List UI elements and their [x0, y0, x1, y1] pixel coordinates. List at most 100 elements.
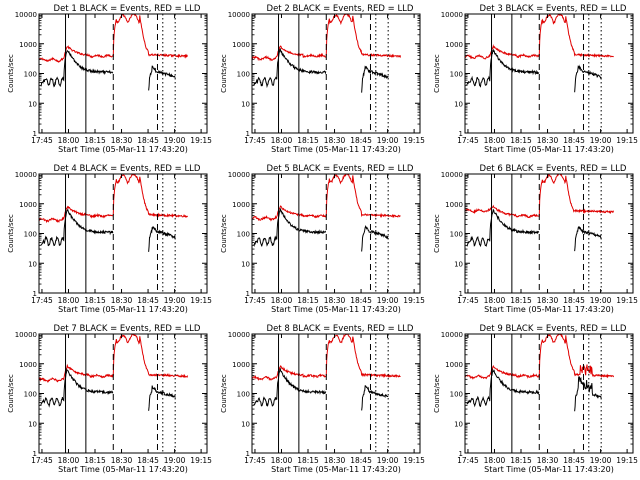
- y-axis-label: Counts/sec: [433, 214, 441, 253]
- y-tick-label: 1: [459, 290, 463, 298]
- x-tick-label: 18:00: [271, 296, 293, 305]
- x-tick-label: 18:45: [563, 456, 585, 465]
- x-tick-label: 19:00: [590, 456, 612, 465]
- y-tick-label: 10: [28, 100, 37, 108]
- chart-panel-2: Det 2 BLACK = Events, RED = LLD 17:45 18:0…: [220, 4, 425, 154]
- x-tick-label: 18:45: [350, 136, 372, 145]
- y-tick-label: 10: [241, 420, 250, 428]
- x-tick-label: 18:30: [324, 296, 346, 305]
- x-tick-label: 18:30: [537, 296, 559, 305]
- y-tick-label: 10: [454, 100, 463, 108]
- y-tick-label: 100: [237, 231, 250, 239]
- y-tick-label: 10: [241, 260, 250, 268]
- y-tick-label: 1: [33, 290, 37, 298]
- y-tick-label: 1000: [445, 361, 463, 369]
- x-tick-label: 18:00: [58, 456, 80, 465]
- x-tick-label: 18:15: [510, 456, 532, 465]
- x-tick-label: 18:15: [297, 456, 319, 465]
- y-tick-label: 1: [459, 130, 463, 138]
- chart-panel-7: Det 7 BLACK = Events, RED = LLD 17:45 18:0…: [7, 324, 212, 474]
- y-tick-label: 10: [454, 420, 463, 428]
- x-tick-label: 18:15: [84, 456, 106, 465]
- x-tick-label: 17:45: [244, 296, 266, 305]
- x-tick-label: 19:15: [616, 296, 638, 305]
- x-tick-label: 19:00: [590, 296, 612, 305]
- x-tick-label: 18:00: [58, 296, 80, 305]
- x-tick-label: 18:45: [350, 296, 372, 305]
- x-axis-label: Start Time (05-Mar-11 17:43:20): [58, 465, 188, 474]
- x-tick-label: 18:45: [137, 136, 159, 145]
- x-tick-label: 17:45: [31, 296, 53, 305]
- series-line-events: [253, 367, 389, 411]
- y-tick-label: 1000: [445, 201, 463, 209]
- x-tick-label: 17:45: [457, 296, 479, 305]
- y-tick-label: 10000: [15, 171, 37, 179]
- y-tick-label: 10000: [441, 331, 463, 339]
- y-axis-label: Counts/sec: [7, 214, 15, 253]
- x-tick-label: 17:45: [244, 456, 266, 465]
- series-line-events: [253, 47, 389, 93]
- x-tick-label: 18:30: [111, 136, 133, 145]
- y-tick-label: 1000: [19, 41, 37, 49]
- y-tick-label: 100: [24, 231, 37, 239]
- series-line-events: [466, 208, 602, 252]
- x-axis-label: Start Time (05-Mar-11 17:43:20): [484, 465, 614, 474]
- y-axis-label: Counts/sec: [433, 374, 441, 413]
- x-axis-label: Start Time (05-Mar-11 17:43:20): [58, 305, 188, 314]
- x-tick-label: 19:15: [403, 456, 425, 465]
- x-tick-label: 18:45: [137, 456, 159, 465]
- panel-title: Det 7 BLACK = Events, RED = LLD: [54, 324, 201, 334]
- x-tick-label: 18:00: [484, 456, 506, 465]
- chart-panel-3: Det 3 BLACK = Events, RED = LLD 17:45 18:0…: [433, 4, 638, 154]
- chart-panel-5: Det 5 BLACK = Events, RED = LLD 17:45 18:0…: [220, 164, 425, 314]
- series-line-events: [40, 49, 176, 91]
- x-tick-label: 17:45: [457, 136, 479, 145]
- x-tick-label: 18:00: [484, 136, 506, 145]
- y-tick-label: 10: [454, 260, 463, 268]
- x-axis-label: Start Time (05-Mar-11 17:43:20): [271, 465, 401, 474]
- x-tick-label: 17:45: [457, 456, 479, 465]
- series-line-events: [40, 367, 176, 411]
- y-tick-label: 1000: [232, 41, 250, 49]
- x-tick-label: 18:45: [563, 136, 585, 145]
- y-axis-label: Counts/sec: [220, 54, 228, 93]
- x-tick-label: 19:00: [164, 136, 186, 145]
- x-tick-label: 18:15: [84, 296, 106, 305]
- chart-panel-9: Det 9 BLACK = Events, RED = LLD 17:45 18:0…: [433, 324, 638, 474]
- y-tick-label: 100: [450, 71, 463, 79]
- y-axis-label: Counts/sec: [220, 214, 228, 253]
- y-tick-label: 10000: [228, 171, 250, 179]
- x-tick-label: 18:30: [537, 456, 559, 465]
- x-tick-label: 17:45: [244, 136, 266, 145]
- x-tick-label: 18:30: [324, 456, 346, 465]
- x-tick-label: 19:00: [377, 136, 399, 145]
- y-axis-label: Counts/sec: [7, 374, 15, 413]
- y-axis-label: Counts/sec: [220, 374, 228, 413]
- y-tick-label: 1: [246, 130, 250, 138]
- panel-title: Det 8 BLACK = Events, RED = LLD: [267, 324, 414, 334]
- x-tick-label: 19:00: [590, 136, 612, 145]
- y-tick-label: 10: [241, 100, 250, 108]
- panel-title: Det 9 BLACK = Events, RED = LLD: [480, 324, 627, 334]
- series-line-events: [466, 368, 602, 412]
- y-tick-label: 10000: [228, 11, 250, 19]
- chart-panel-1: Det 1 BLACK = Events, RED = LLD 17:45 18:0…: [7, 4, 212, 154]
- x-tick-label: 18:00: [271, 136, 293, 145]
- y-tick-label: 10000: [441, 171, 463, 179]
- x-tick-label: 18:45: [350, 456, 372, 465]
- panel-title: Det 6 BLACK = Events, RED = LLD: [480, 164, 627, 174]
- x-tick-label: 18:15: [510, 296, 532, 305]
- y-tick-label: 1000: [19, 201, 37, 209]
- y-tick-label: 1000: [445, 41, 463, 49]
- y-tick-label: 1: [459, 450, 463, 458]
- x-tick-label: 19:15: [190, 456, 212, 465]
- chart-panel-8: Det 8 BLACK = Events, RED = LLD 17:45 18:0…: [220, 324, 425, 474]
- x-tick-label: 18:45: [563, 296, 585, 305]
- x-tick-label: 19:00: [164, 456, 186, 465]
- x-tick-label: 19:15: [190, 136, 212, 145]
- y-tick-label: 100: [24, 391, 37, 399]
- series-line-events: [466, 48, 602, 93]
- y-tick-label: 100: [450, 231, 463, 239]
- x-tick-label: 18:00: [271, 456, 293, 465]
- x-tick-label: 18:30: [111, 456, 133, 465]
